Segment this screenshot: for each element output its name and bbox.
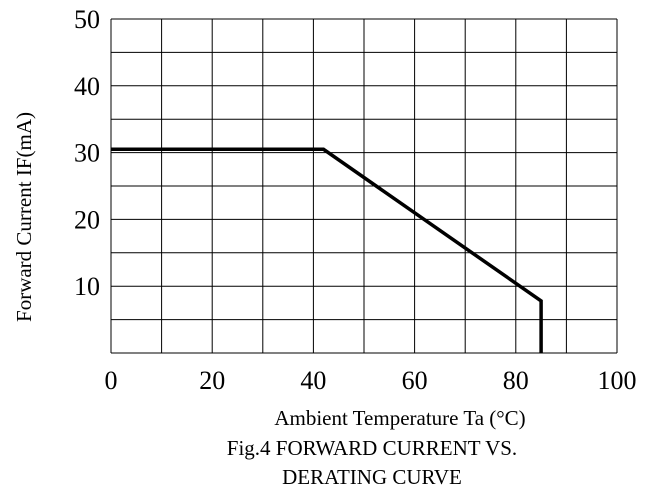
figure-caption-line-1: Fig.4 FORWARD CURRENT VS. — [227, 436, 517, 460]
y-axis-label: Forward Current IF(mA) — [12, 112, 36, 322]
x-tick-label: 60 — [402, 366, 428, 395]
figure-caption-line-2: DERATING CURVE — [282, 465, 462, 489]
y-tick-label: 30 — [74, 139, 100, 168]
y-tick-label: 20 — [74, 205, 100, 234]
x-tick-label: 20 — [199, 366, 225, 395]
x-tick-label: 80 — [503, 366, 529, 395]
x-tick-label: 0 — [105, 366, 118, 395]
x-axis-label: Ambient Temperature Ta (°C) — [274, 406, 525, 430]
x-tick-label: 100 — [598, 366, 637, 395]
y-tick-labels: 10 20 30 40 50 — [74, 5, 100, 301]
y-tick-label: 50 — [74, 5, 100, 34]
x-tick-label: 40 — [300, 366, 326, 395]
y-tick-label: 40 — [74, 72, 100, 101]
plot-grid — [110, 18, 618, 354]
y-tick-label: 10 — [74, 272, 100, 301]
derating-curve-line — [111, 147, 543, 353]
x-tick-labels: 0 20 40 60 80 100 — [105, 366, 637, 395]
series-layer — [111, 147, 543, 353]
